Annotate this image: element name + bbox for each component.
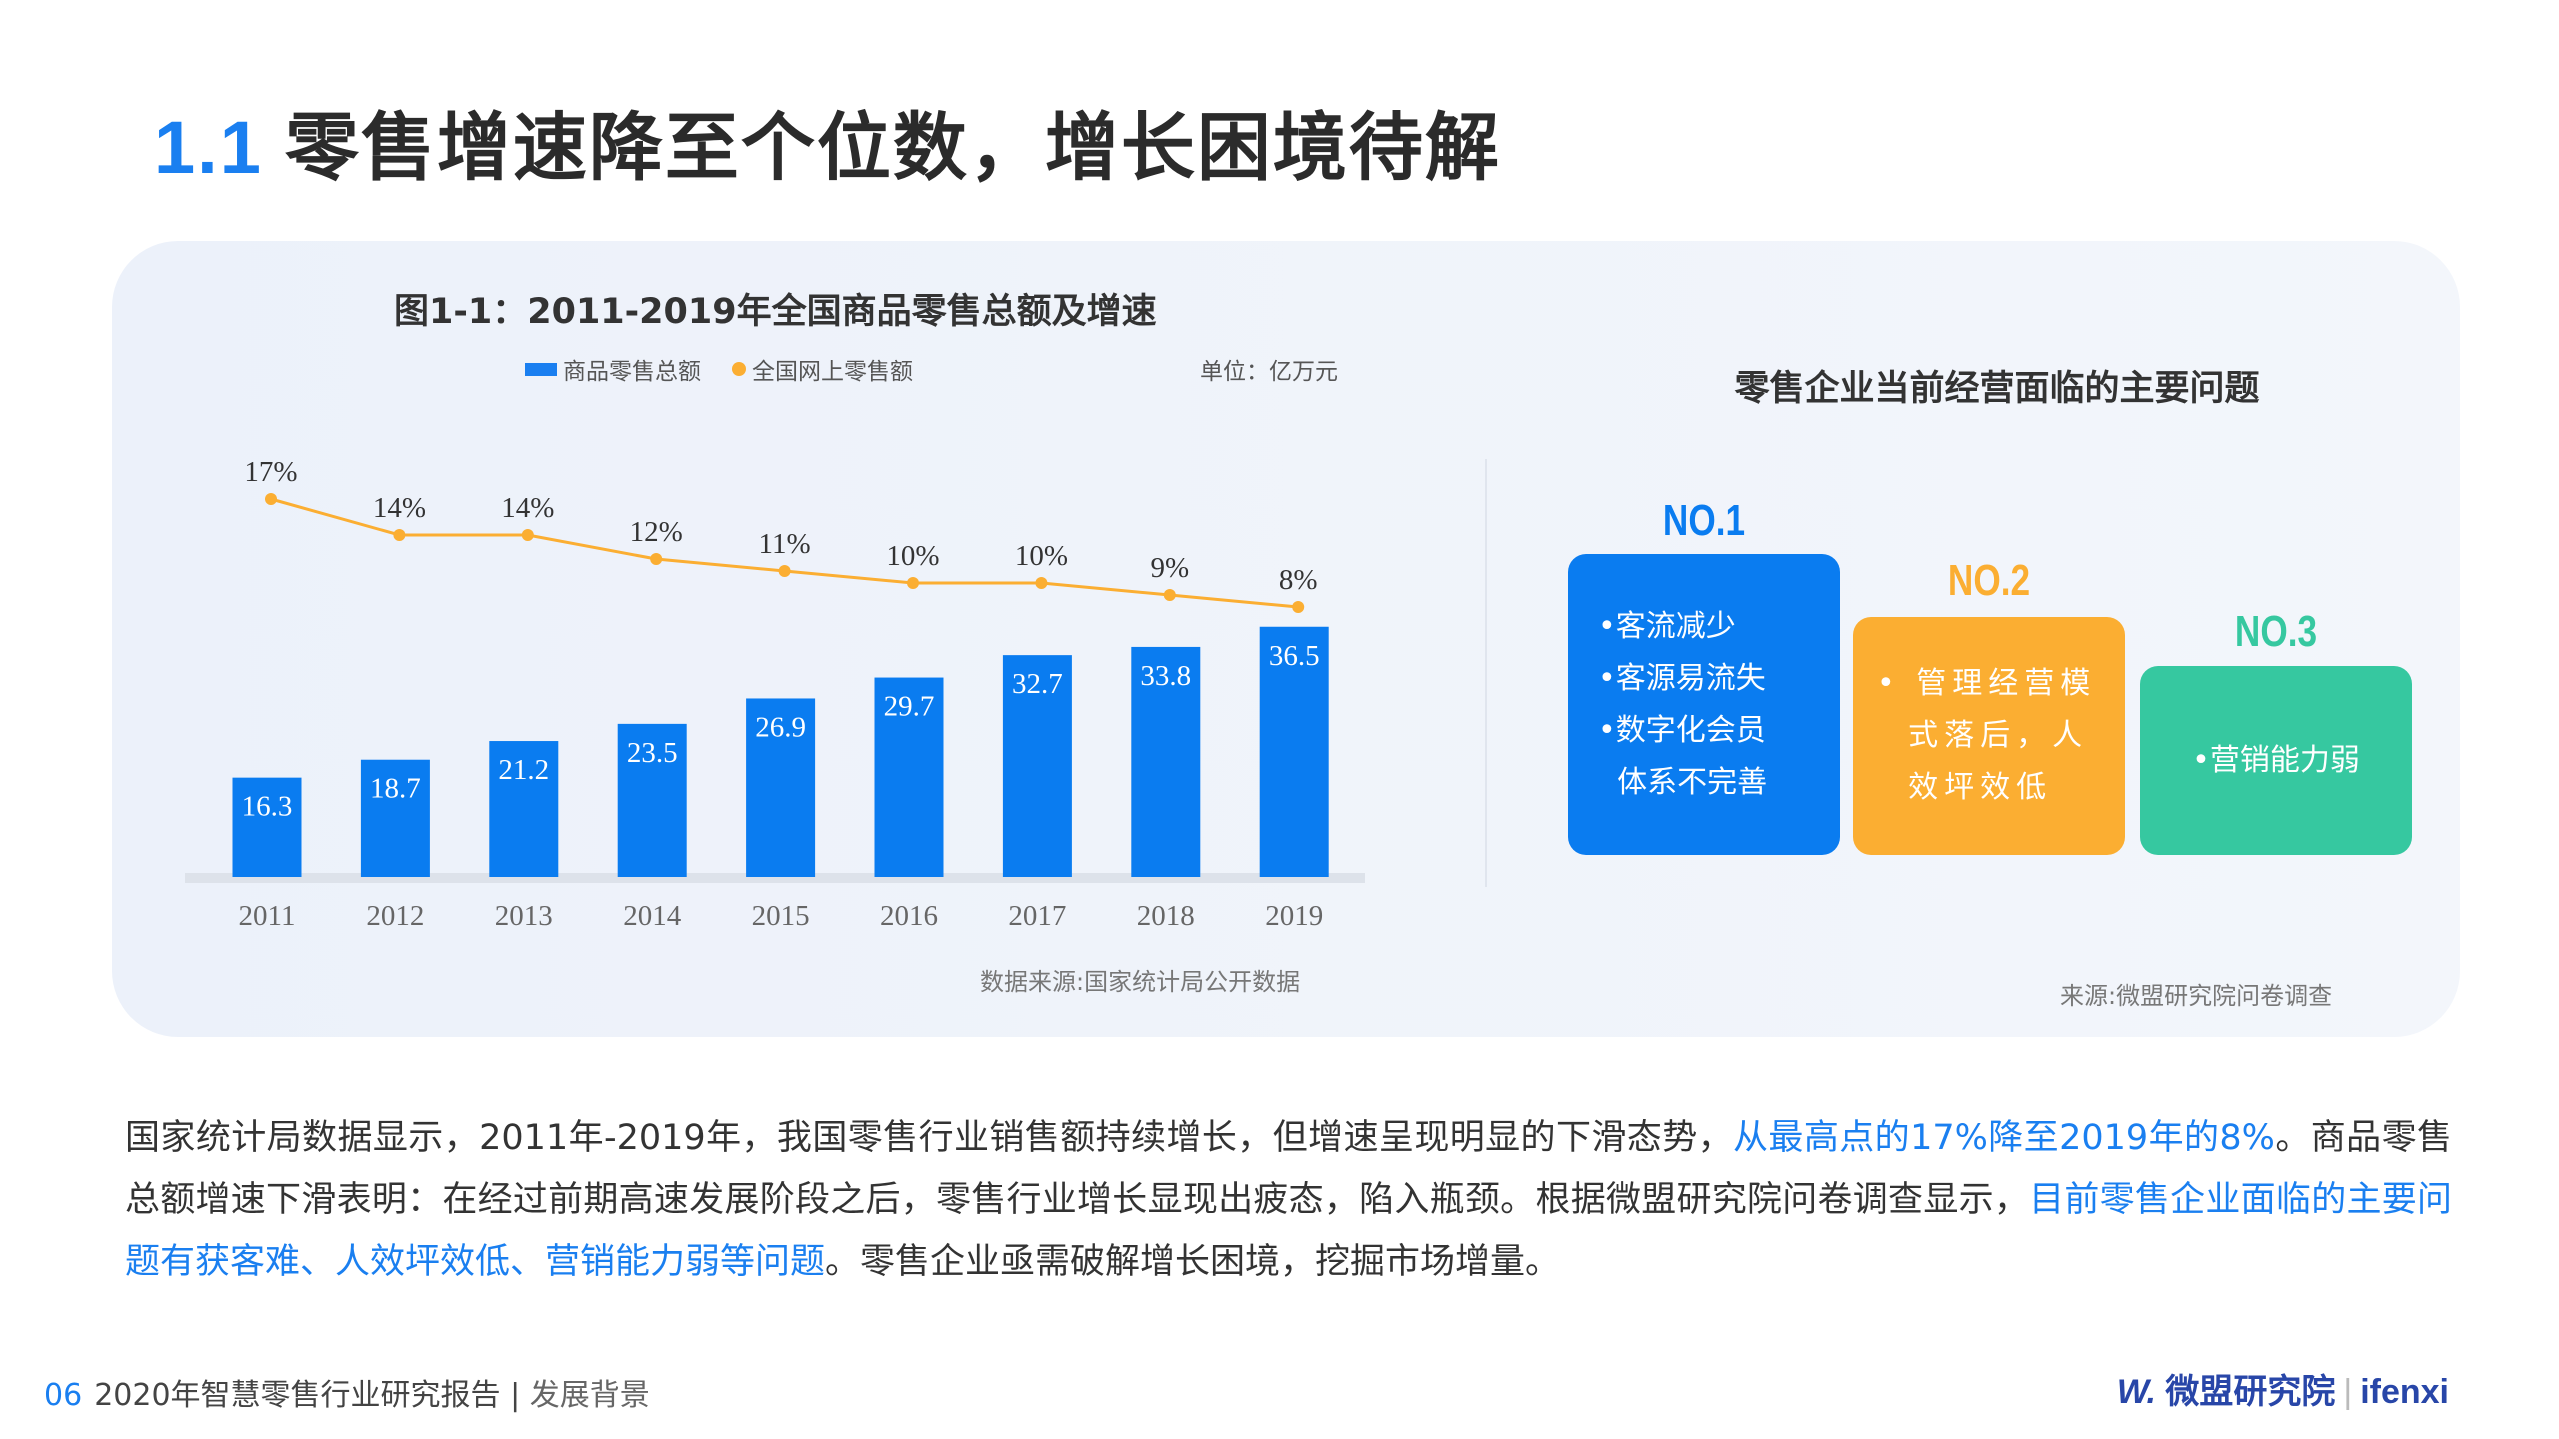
problem-card-2: • 管理经营模 式落后，人 效坪效低 <box>1853 617 2125 855</box>
chart-source: 数据来源:国家统计局公开数据 <box>980 968 1301 996</box>
legend-bar-swatch <box>525 362 557 376</box>
chart-title: 图1-1：2011-2019年全国商品零售总额及增速 <box>394 292 1157 332</box>
bar <box>874 677 944 877</box>
legend-item-total: 商品零售总额 <box>525 352 701 386</box>
problem-item: •数字化会员 <box>1598 712 1766 748</box>
footer: 06 2020年智慧零售行业研究报告 | 发展背景 <box>44 1370 650 1414</box>
bar-value-label: 32.7 <box>1012 668 1063 700</box>
growth-point <box>907 577 919 589</box>
report-name: 2020年智慧零售行业研究报告 <box>94 1378 501 1413</box>
x-tick-label: 2016 <box>880 900 938 932</box>
growth-point <box>393 529 406 541</box>
problem-item: 效坪效低 <box>1877 770 2053 805</box>
footer-separator: | <box>510 1378 521 1413</box>
section-name: 发展背景 <box>529 1378 650 1413</box>
bar-value-label: 23.5 <box>627 737 678 769</box>
x-tick-label: 2014 <box>623 900 682 932</box>
logo-brand: 微盟研究院 <box>2165 1373 2336 1411</box>
page-number: 06 <box>44 1378 83 1413</box>
bar <box>746 698 816 877</box>
problem-card-3: •营销能力弱 <box>2140 666 2412 855</box>
bar-value-label: 33.8 <box>1140 660 1191 692</box>
legend-item-online: 全国网上零售额 <box>732 352 913 386</box>
chart-baseline <box>185 873 1365 883</box>
bar <box>1002 655 1072 877</box>
divider <box>1485 459 1487 887</box>
problem-item: •营销能力弱 <box>2192 742 2360 778</box>
x-tick-label: 2012 <box>366 900 424 932</box>
highlight-text: 目前零售企业面临的主要问题有获客难、人效坪效低、营销能力弱等问题 <box>125 1180 2452 1282</box>
legend-label: 商品零售总额 <box>563 359 701 385</box>
legend-dot-swatch <box>732 362 746 376</box>
problem-card-1: •客流减少 •客源易流失 •数字化会员 体系不完善 <box>1568 554 1840 855</box>
growth-label: 9% <box>1150 552 1189 584</box>
logo-partner: ifenxi <box>2360 1373 2449 1411</box>
survey-source: 来源:微盟研究院问卷调查 <box>2060 982 2333 1010</box>
growth-label: 10% <box>886 540 939 572</box>
page-title: 1.1 零售增速降至个位数，增长困境待解 <box>154 88 1501 195</box>
bar <box>1259 626 1329 877</box>
growth-point <box>650 553 663 565</box>
problems-title: 零售企业当前经营面临的主要问题 <box>1734 369 2260 409</box>
problem-item: 式落后，人 <box>1877 718 2089 753</box>
highlight-text: 从最高点的17%降至2019年的8% <box>1733 1118 2275 1158</box>
x-tick-label: 2013 <box>495 900 553 932</box>
bar-value-label: 36.5 <box>1269 640 1320 672</box>
x-tick-label: 2019 <box>1265 900 1323 932</box>
text: 国家统计局数据显示，2011年-2019年，我国零售行业销售额持续增长，但增速呈… <box>125 1118 1734 1158</box>
problem-item: • 管理经营模 <box>1877 666 2097 701</box>
title-text: 零售增速降至个位数，增长困境待解 <box>284 105 1501 191</box>
bar-value-label: 21.2 <box>498 754 549 786</box>
brand-logo: W. 微盟研究院 | ifenxi <box>2116 1373 2449 1411</box>
summary-paragraph: 国家统计局数据显示，2011年-2019年，我国零售行业销售额持续增长，但增速呈… <box>125 1107 2452 1293</box>
growth-label: 11% <box>759 528 811 560</box>
growth-point <box>1035 577 1048 589</box>
bar-value-label: 29.7 <box>884 691 935 723</box>
bar-value-label: 18.7 <box>370 773 421 805</box>
rank-label-2: NO.2 <box>1947 556 2031 605</box>
problem-item: 体系不完善 <box>1598 764 1768 800</box>
bar <box>360 759 430 877</box>
growth-point <box>1292 601 1305 613</box>
growth-label: 12% <box>630 516 683 548</box>
x-tick-label: 2017 <box>1008 900 1066 932</box>
section-number: 1.1 <box>154 106 263 189</box>
bar-value-label: 16.3 <box>242 791 293 823</box>
x-tick-label: 2011 <box>239 900 296 932</box>
growth-point <box>265 493 277 505</box>
bar <box>232 777 302 877</box>
rank-label-3: NO.3 <box>2234 607 2318 656</box>
growth-point <box>778 565 791 577</box>
rank-label-1: NO.1 <box>1662 496 1746 545</box>
growth-label: 10% <box>1015 540 1068 572</box>
text: 。零售企业亟需破解增长困境，挖掘市场增量。 <box>825 1242 1561 1282</box>
growth-point <box>1163 589 1176 601</box>
x-tick-label: 2018 <box>1137 900 1195 932</box>
legend-label: 全国网上零售额 <box>752 359 913 385</box>
bar-value-label: 26.9 <box>755 711 806 743</box>
growth-point <box>521 529 534 541</box>
chart-unit: 单位：亿万元 <box>1200 359 1338 385</box>
bar <box>617 723 687 877</box>
bar <box>1131 646 1201 877</box>
growth-label: 14% <box>501 492 554 524</box>
growth-label: 17% <box>244 456 297 488</box>
text: 。商品零售总额增速下滑表明：在经过前期高速发展阶段之后，零售行业增长显现出疲态，… <box>125 1118 2452 1220</box>
problem-item: •客源易流失 <box>1598 660 1766 696</box>
problem-item: •客流减少 <box>1598 608 1736 644</box>
growth-label: 14% <box>373 492 426 524</box>
bar <box>489 741 559 877</box>
growth-label: 8% <box>1279 564 1318 596</box>
x-tick-label: 2015 <box>752 900 810 932</box>
